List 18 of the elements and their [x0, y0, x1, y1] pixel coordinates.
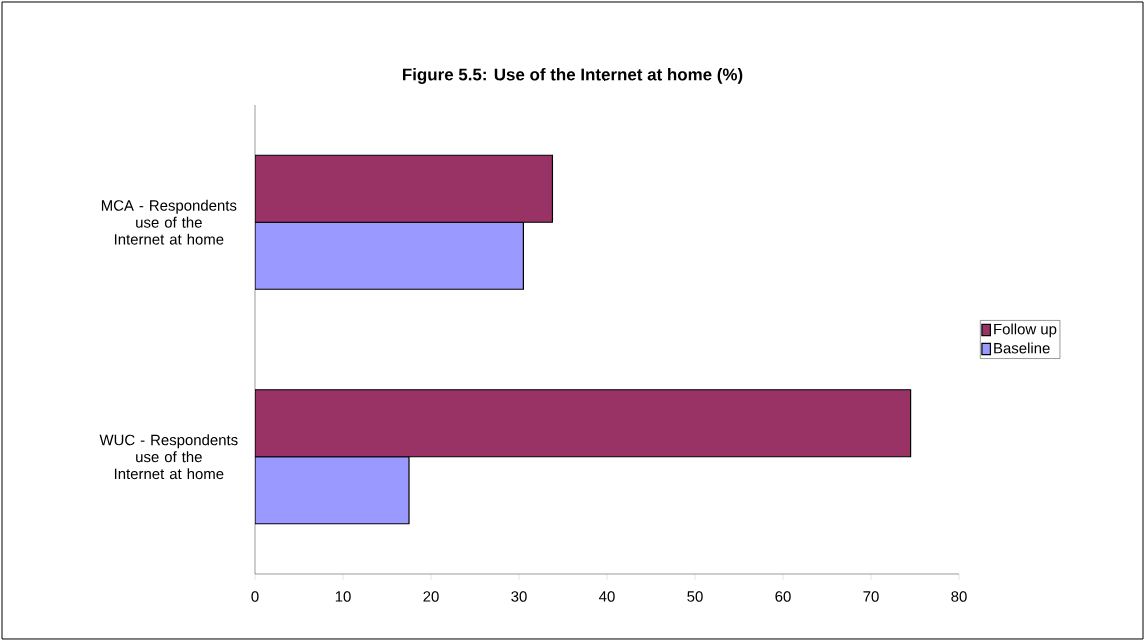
- bar: [255, 221, 524, 290]
- bar: [255, 456, 410, 525]
- legend-label: Baseline: [994, 342, 1050, 354]
- y-tick-label: MCA - Respondents use of the Internet at home: [101, 199, 237, 245]
- x-tick-label: 80: [951, 591, 967, 602]
- x-tick-label: 30: [511, 591, 527, 602]
- legend-label: Follow up: [994, 323, 1057, 338]
- x-tick-label: 0: [251, 591, 259, 602]
- x-tick-label: 60: [775, 591, 791, 602]
- y-tick-label: WUC - Respondents use of the Internet at home: [99, 434, 238, 480]
- chart-title: Figure 5.5: Use of the Internet at home (%): [403, 68, 743, 84]
- x-tick-label: 10: [335, 591, 351, 602]
- x-tick-label: 70: [863, 591, 879, 602]
- x-tick-label: 50: [687, 591, 703, 602]
- x-tick-label: 40: [599, 591, 615, 602]
- bar: [255, 154, 554, 223]
- x-tick-label: 20: [423, 591, 439, 602]
- bar: [255, 389, 912, 458]
